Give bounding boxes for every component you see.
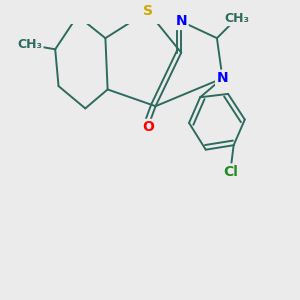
Text: S: S <box>143 4 153 18</box>
Text: CH₃: CH₃ <box>224 12 250 25</box>
Text: O: O <box>142 120 154 134</box>
Text: Cl: Cl <box>223 165 238 179</box>
Text: N: N <box>217 71 228 85</box>
Text: CH₃: CH₃ <box>17 38 42 51</box>
Text: N: N <box>176 14 187 28</box>
